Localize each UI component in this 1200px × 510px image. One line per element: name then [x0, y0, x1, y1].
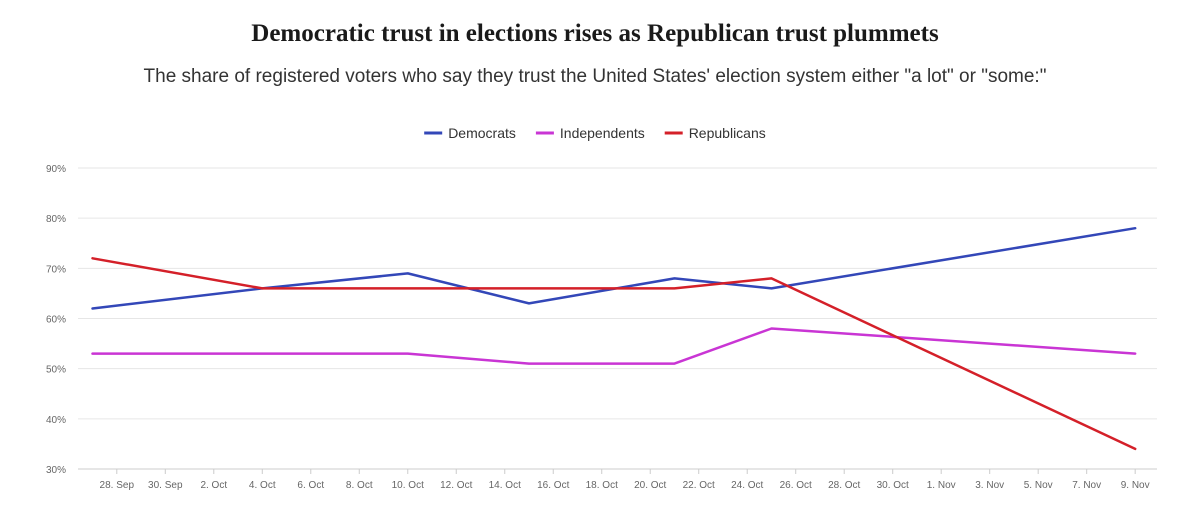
x-tick-label: 12. Oct	[440, 480, 472, 491]
chart-title: Democratic trust in elections rises as R…	[251, 20, 939, 47]
x-tick-label: 30. Sep	[148, 480, 183, 491]
y-tick-label: 70%	[46, 264, 66, 275]
x-tick-label: 20. Oct	[634, 480, 666, 491]
x-axis: 28. Sep 30. Sep 2. Oct 4. Oct 6. Oct 8. Oct 10…	[100, 469, 1150, 491]
y-tick-label: 40%	[46, 415, 66, 426]
y-axis: 30% 40% 50% 60% 70% 80% 90%	[46, 164, 66, 476]
x-tick-label: 28. Oct	[828, 480, 860, 491]
chart-subtitle: The share of registered voters who say t…	[143, 66, 1047, 87]
x-tick-label: 1. Nov	[927, 480, 956, 491]
legend-label: Independents	[560, 125, 645, 141]
legend-item-independents[interactable]: Independents	[535, 125, 645, 141]
x-tick-label: 14. Oct	[489, 480, 521, 491]
legend-item-republicans[interactable]: Republicans	[664, 125, 766, 141]
x-tick-label: 26. Oct	[780, 480, 812, 491]
x-tick-label: 18. Oct	[586, 480, 618, 491]
x-tick-label: 22. Oct	[683, 480, 715, 491]
x-tick-label: 16. Oct	[537, 480, 569, 491]
legend-label: Democrats	[448, 125, 516, 141]
x-tick-label: 30. Oct	[877, 480, 909, 491]
y-tick-label: 50%	[46, 365, 66, 376]
y-tick-label: 80%	[46, 214, 66, 225]
x-tick-label: 10. Oct	[392, 480, 424, 491]
x-tick-label: 4. Oct	[249, 480, 276, 491]
x-tick-label: 8. Oct	[346, 480, 373, 491]
y-tick-label: 60%	[46, 315, 66, 326]
series-lines	[91, 226, 1137, 451]
x-tick-label: 2. Oct	[200, 480, 227, 491]
y-tick-label: 30%	[46, 465, 66, 476]
x-tick-label: 9. Nov	[1121, 480, 1150, 491]
x-tick-label: 5. Nov	[1024, 480, 1053, 491]
x-tick-label: 3. Nov	[975, 480, 1004, 491]
legend: Democrats Independents Republicans	[424, 125, 766, 141]
gridlines	[78, 167, 1157, 470]
x-tick-label: 6. Oct	[297, 480, 324, 491]
x-tick-label: 24. Oct	[731, 480, 763, 491]
x-tick-label: 28. Sep	[100, 480, 135, 491]
series-line-independents	[91, 327, 1137, 365]
legend-label: Republicans	[689, 125, 766, 141]
x-tick-label: 7. Nov	[1072, 480, 1101, 491]
y-tick-label: 90%	[46, 164, 66, 175]
series-line-republicans	[91, 257, 1137, 451]
legend-item-democrats[interactable]: Democrats	[424, 125, 516, 141]
